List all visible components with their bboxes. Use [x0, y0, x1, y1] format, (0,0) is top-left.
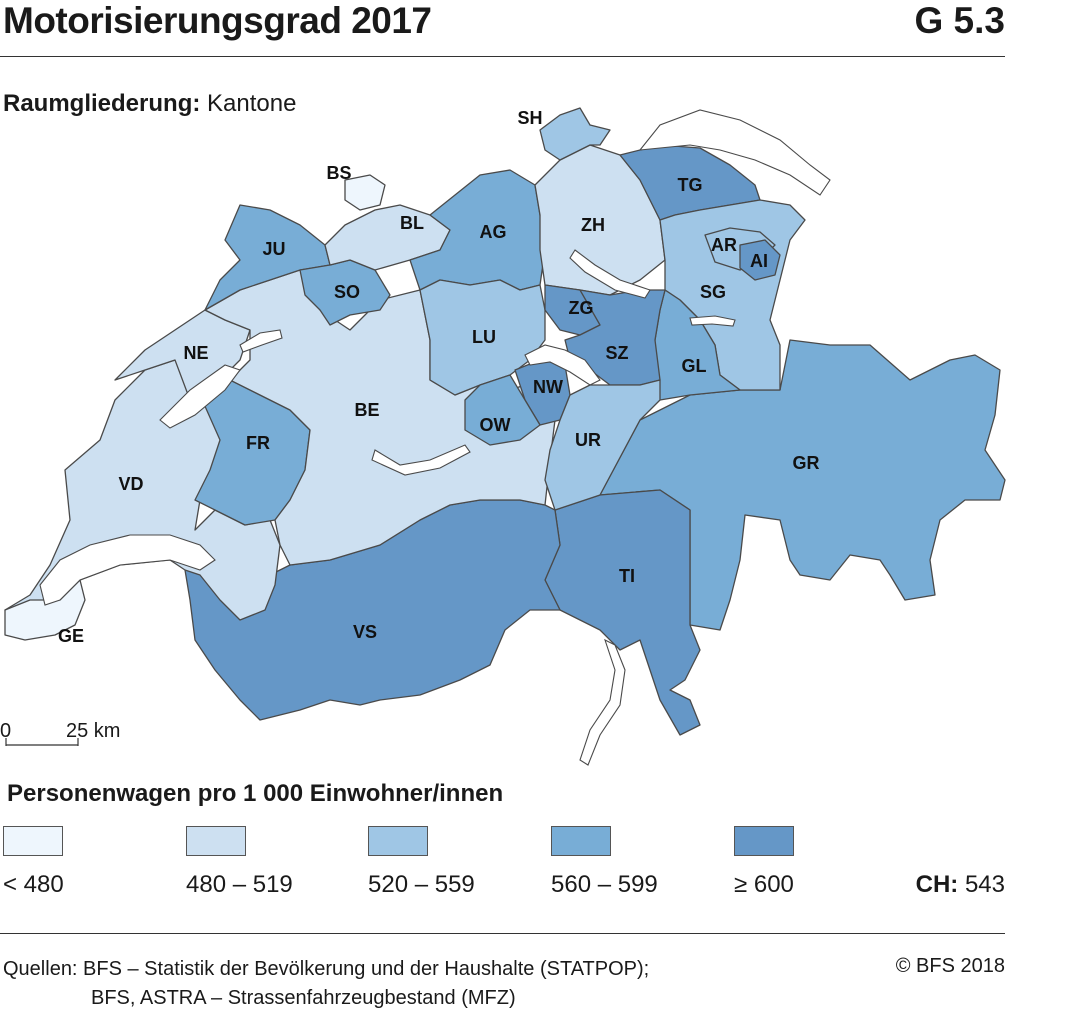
figure-code: G 5.3	[914, 0, 1006, 41]
legend-label-3: 520 – 559	[368, 871, 475, 898]
canton-lu	[419, 279, 546, 396]
label-ag: AG	[480, 222, 507, 242]
legend-swatch-2	[186, 826, 246, 856]
label-zh: ZH	[581, 215, 605, 235]
label-fr: FR	[246, 433, 270, 453]
national-value: CH: 543	[916, 871, 1005, 899]
label-bl: BL	[400, 213, 424, 233]
label-nw: NW	[533, 377, 563, 397]
label-ow: OW	[480, 415, 511, 435]
canton-gr	[599, 339, 1006, 631]
lake-geneva	[39, 534, 216, 606]
scale-end: 25 km	[66, 720, 120, 742]
lake-biel	[239, 329, 283, 353]
legend-swatch-3	[368, 826, 428, 856]
canton-zh	[534, 144, 666, 296]
label-gr: GR	[793, 453, 820, 473]
label-lu: LU	[472, 327, 496, 347]
label-zg: ZG	[569, 298, 594, 318]
canton-ti	[544, 489, 701, 736]
label-ge: GE	[58, 626, 84, 646]
label-vd: VD	[118, 474, 143, 494]
label-so: SO	[334, 282, 360, 302]
sources-line-2: BFS, ASTRA – Strassenfahrzeugbestand (MF…	[91, 987, 516, 1009]
label-sh: SH	[517, 108, 542, 128]
legend-label-1: < 480	[3, 871, 64, 898]
label-ju: JU	[262, 239, 285, 259]
legend-swatch-1	[3, 826, 63, 856]
lake-constance	[638, 109, 831, 196]
legend-label-4: 560 – 599	[551, 871, 658, 898]
label-ar: AR	[711, 235, 737, 255]
label-sz: SZ	[605, 343, 628, 363]
spatial-division-label: Raumgliederung:	[3, 90, 201, 117]
canton-ow	[464, 374, 541, 446]
label-tg: TG	[678, 175, 703, 195]
lake-lucerne	[524, 344, 601, 386]
canton-sh	[539, 107, 611, 161]
legend-swatch-5	[734, 826, 794, 856]
spatial-division: Raumgliederung: Kantone	[3, 90, 296, 118]
lake-neuchatel	[159, 364, 241, 429]
label-ne: NE	[183, 343, 208, 363]
page-title: Motorisierungsgrad 2017	[3, 0, 432, 41]
canton-ai	[739, 239, 781, 281]
label-bs: BS	[326, 163, 351, 183]
spatial-division-value: Kantone	[207, 90, 297, 117]
copyright: © BFS 2018	[895, 955, 1005, 977]
national-label: CH:	[915, 871, 959, 898]
canton-bs	[344, 174, 386, 211]
national-number: 543	[964, 871, 1005, 898]
sources-line-1: Quellen: BFS – Statistik der Bevölkerung…	[3, 958, 650, 980]
lake-thun-brienz	[371, 444, 471, 476]
legend-swatch-4	[551, 826, 611, 856]
label-vs: VS	[353, 622, 377, 642]
scale-bar: 0 25 km	[0, 720, 120, 746]
label-gl: GL	[682, 356, 707, 376]
label-ur: UR	[575, 430, 601, 450]
lake-walensee	[689, 315, 736, 327]
canton-ju	[204, 204, 331, 311]
top-divider	[0, 56, 1005, 57]
legend-label-5: ≥ 600	[734, 871, 794, 898]
label-sg: SG	[700, 282, 726, 302]
legend-label-2: 480 – 519	[186, 871, 293, 898]
switzerland-map: SH BS BL AG ZH TG JU AR AI SO SG ZG LU N…	[0, 107, 1006, 766]
legend-title: Personenwagen pro 1 000 Einwohner/innen	[7, 780, 504, 807]
sources: Quellen: BFS – Statistik der Bevölkerung…	[3, 955, 649, 1013]
lake-maggiore	[579, 638, 626, 766]
lake-zurich	[569, 249, 651, 299]
scale-start: 0	[0, 720, 11, 742]
bottom-divider	[0, 933, 1005, 934]
label-ai: AI	[750, 251, 768, 271]
label-ti: TI	[619, 566, 635, 586]
label-be: BE	[354, 400, 379, 420]
